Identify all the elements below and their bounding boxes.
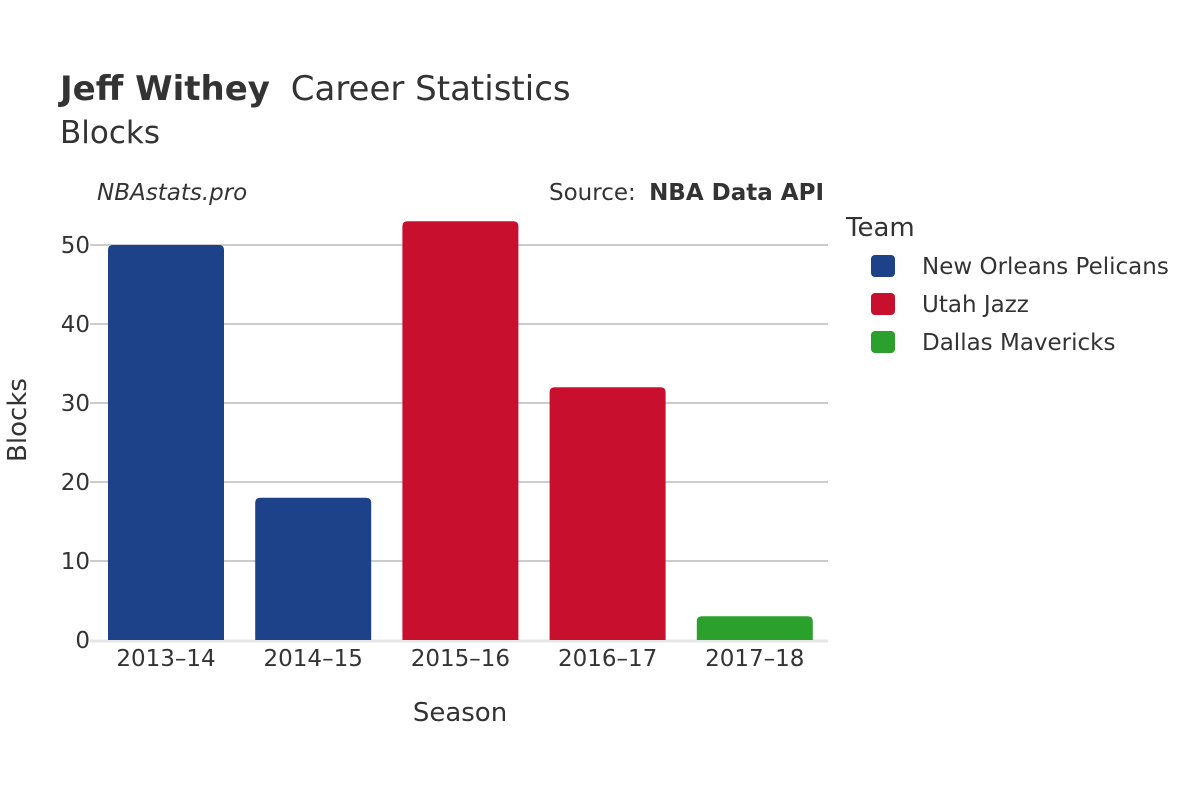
x-tick-label: 2016–17 bbox=[558, 646, 657, 672]
chart-title-rest: Career Statistics bbox=[291, 69, 571, 109]
x-axis-label: Season bbox=[413, 698, 507, 728]
legend-label: New Orleans Pelicans bbox=[922, 254, 1169, 280]
legend-label: Utah Jazz bbox=[922, 292, 1029, 318]
source-label: Source: bbox=[549, 180, 636, 206]
x-tick-label: 2015–16 bbox=[411, 646, 510, 672]
y-tick-label: 10 bbox=[61, 549, 90, 575]
y-tick-label: 40 bbox=[61, 312, 90, 338]
source-credit: Source: NBA Data API bbox=[549, 180, 824, 206]
legend-swatch bbox=[871, 293, 895, 315]
legend-title: Team bbox=[845, 213, 915, 243]
chart-title: Jeff Withey Career Statistics bbox=[58, 69, 571, 109]
x-tick-label: 2013–14 bbox=[116, 646, 215, 672]
x-tick-label: 2017–18 bbox=[705, 646, 804, 672]
legend-swatch bbox=[871, 331, 895, 353]
y-tick-labels: 0 10 20 30 40 50 bbox=[61, 233, 90, 654]
y-tick-label: 0 bbox=[75, 628, 90, 654]
y-tick-label: 50 bbox=[61, 233, 90, 259]
source-name: NBA Data API bbox=[649, 180, 824, 206]
bar-2014–15 bbox=[255, 497, 372, 640]
bar-2015–16 bbox=[402, 221, 519, 641]
y-tick-label: 30 bbox=[61, 391, 90, 417]
y-axis-label: Blocks bbox=[3, 378, 33, 462]
chart-subtitle: Blocks bbox=[60, 115, 160, 151]
legend-label: Dallas Mavericks bbox=[922, 330, 1115, 356]
watermark: NBAstats.pro bbox=[97, 180, 247, 206]
x-tick-label: 2014–15 bbox=[264, 646, 363, 672]
y-tick-label: 20 bbox=[61, 470, 90, 496]
legend-swatch bbox=[871, 255, 895, 277]
chart-title-bold: Jeff Withey bbox=[58, 69, 270, 109]
bars bbox=[108, 221, 813, 641]
x-tick-labels: 2013–14 2014–15 2015–16 2016–17 2017–18 bbox=[116, 646, 804, 672]
legend: New Orleans Pelicans Utah Jazz Dallas Mave… bbox=[871, 254, 1169, 356]
bar-2013–14 bbox=[108, 245, 224, 640]
bar-2016–17 bbox=[549, 387, 666, 640]
bar-2017–18 bbox=[696, 616, 813, 640]
